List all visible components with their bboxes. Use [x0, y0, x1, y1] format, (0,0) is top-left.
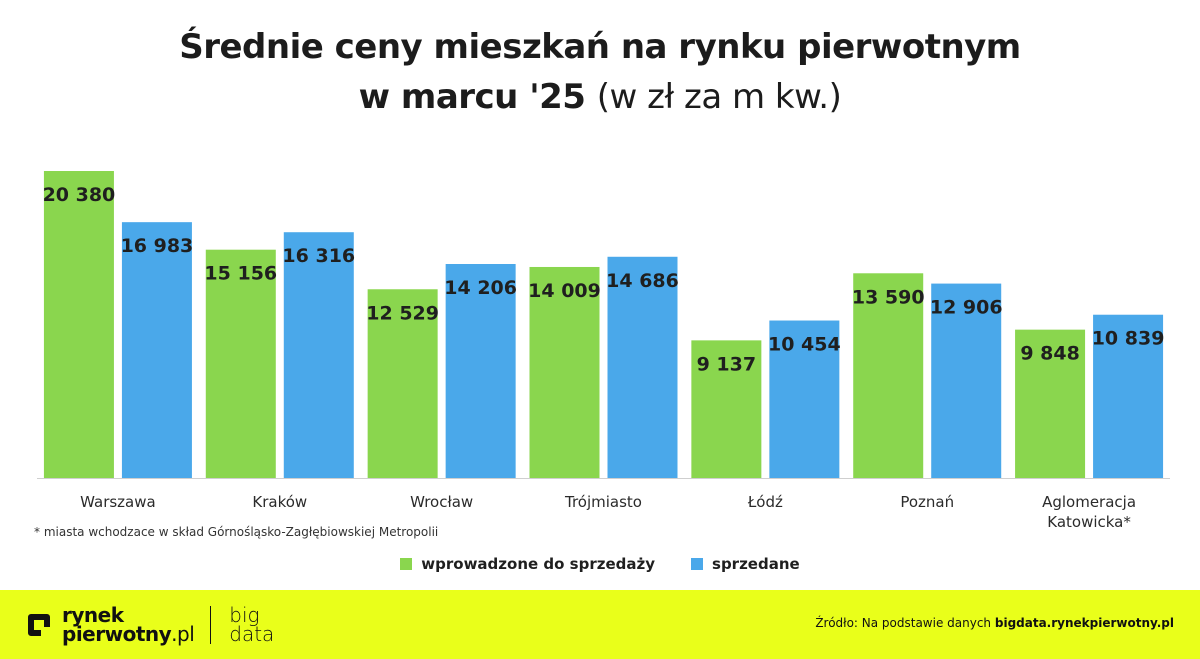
chart-title: Średnie ceny mieszkań na rynku pierwotny…	[0, 22, 1200, 122]
legend-label-introduced: wprowadzone do sprzedaży	[421, 555, 656, 573]
source-prefix: Źródło: Na podstawie danych	[815, 616, 992, 630]
logo-line-2: pierwotny.pl	[62, 622, 195, 646]
title-line-2: w marcu '25 (w zł za m kw.)	[0, 72, 1200, 122]
bar-sold-0	[121, 222, 192, 478]
bar-introduced-1	[205, 249, 276, 478]
value-label-sold-6: 10 839	[1092, 328, 1165, 350]
bar-introduced-2	[367, 289, 438, 478]
bar-introduced-6	[1015, 329, 1086, 478]
category-label-3: Trójmiasto	[564, 493, 642, 511]
bigdata-line-1: big	[229, 603, 260, 627]
category-label-4: Łódź	[747, 493, 783, 511]
legend-item-sold: sprzedane	[691, 555, 800, 573]
value-label-introduced-1: 15 156	[204, 263, 277, 285]
bar-introduced-3	[529, 266, 600, 478]
bigdata-line-2: data	[229, 622, 275, 646]
category-label-2: Wrocław	[410, 493, 473, 511]
bigdata-wordmark: big data	[229, 603, 275, 646]
source-link[interactable]: bigdata.rynekpierwotny.pl	[994, 616, 1174, 630]
title-line-1: Średnie ceny mieszkań na rynku pierwotny…	[179, 27, 1021, 67]
logo-line-2-main: pierwotny	[62, 622, 172, 646]
value-label-sold-4: 10 454	[768, 334, 841, 356]
category-label-6-line-0: Aglomeracja	[1042, 493, 1136, 511]
category-label-6-line-1: Katowicka*	[1047, 513, 1131, 531]
value-label-introduced-0: 20 380	[43, 184, 116, 206]
logo-line-1: rynek	[62, 603, 124, 627]
title-unit: (w zł za m kw.)	[596, 77, 842, 117]
source-note: Źródło: Na podstawie danych bigdata.ryne…	[815, 616, 1174, 630]
legend-item-introduced: wprowadzone do sprzedaży	[400, 555, 655, 573]
bar-sold-6	[1093, 314, 1164, 478]
brand-logo[interactable]: rynek pierwotny.pl big data	[28, 603, 275, 646]
logo-line-2-suffix: .pl	[171, 622, 195, 646]
bar-sold-5	[931, 283, 1002, 478]
bar-introduced-4	[691, 340, 762, 478]
bar-sold-3	[607, 256, 678, 478]
logo-wordmark: rynek pierwotny.pl	[62, 603, 195, 646]
legend-swatch-blue	[691, 558, 704, 570]
value-label-introduced-2: 12 529	[366, 302, 439, 324]
bar-sold-1	[283, 232, 354, 478]
category-label-0: Warszawa	[80, 493, 156, 511]
legend-swatch-green	[400, 558, 413, 570]
legend-label-sold: sprzedane	[712, 555, 800, 573]
footer-bar: rynek pierwotny.pl big data Źródło: Na p…	[0, 590, 1200, 659]
logo-divider	[210, 606, 212, 644]
bar-introduced-0	[43, 171, 114, 478]
bar-introduced-5	[853, 273, 924, 478]
value-label-sold-0: 16 983	[121, 235, 194, 257]
footnote: * miasta wchodzace w skład Górnośląsko-Z…	[34, 525, 439, 539]
value-label-introduced-6: 9 848	[1020, 343, 1080, 365]
bar-sold-4	[769, 320, 840, 478]
value-label-sold-1: 16 316	[282, 245, 355, 267]
title-date: w marcu '25	[358, 77, 586, 117]
category-label-5: Poznań	[900, 493, 954, 511]
value-label-introduced-3: 14 009	[528, 280, 601, 302]
logo-mark-icon	[28, 614, 50, 636]
category-label-1: Kraków	[252, 493, 307, 511]
value-label-introduced-5: 13 590	[852, 286, 925, 308]
value-label-sold-5: 12 906	[930, 297, 1003, 319]
value-label-introduced-4: 9 137	[697, 353, 757, 375]
value-label-sold-2: 14 206	[444, 277, 517, 299]
bar-sold-2	[445, 264, 516, 478]
value-label-sold-3: 14 686	[606, 270, 679, 292]
legend: wprowadzone do sprzedaży sprzedane	[0, 555, 1200, 573]
